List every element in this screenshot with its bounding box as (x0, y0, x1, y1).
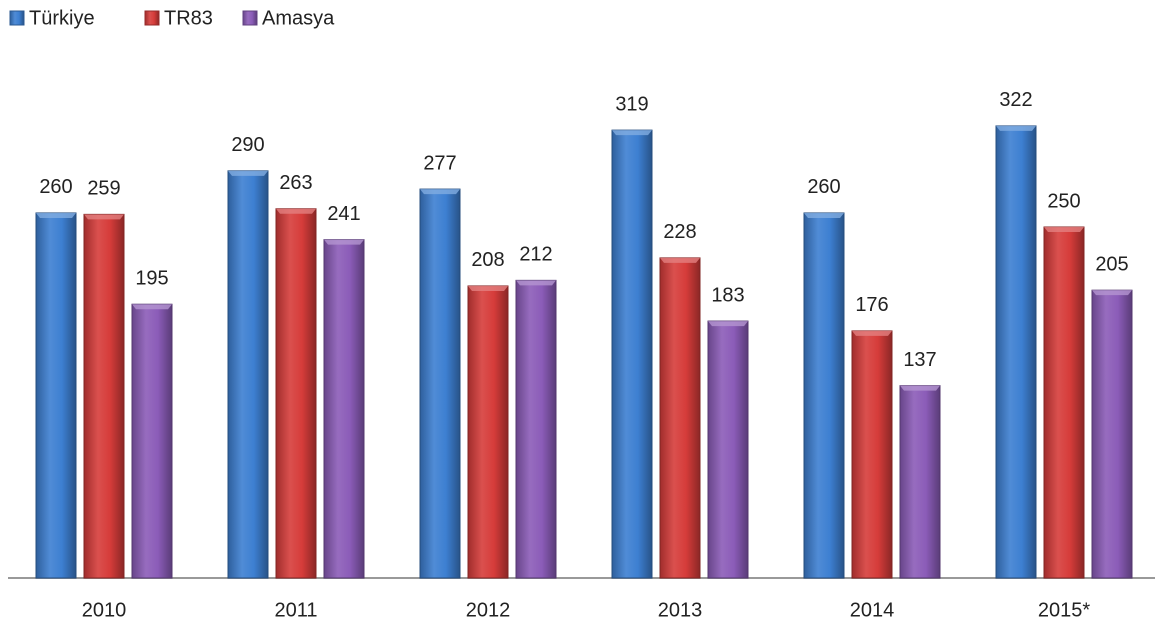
bar (1043, 226, 1085, 579)
bar-bevel (804, 212, 844, 218)
legend-label: TR83 (164, 7, 213, 29)
bar-bevel (228, 170, 268, 176)
bar-bevel (468, 285, 508, 291)
data-label: 212 (519, 244, 552, 266)
x-tick-label: 2010 (82, 599, 127, 621)
bar (851, 330, 893, 579)
data-label: 205 (1095, 253, 1128, 275)
bar (707, 320, 749, 579)
bar (275, 208, 317, 579)
bar (995, 125, 1037, 579)
data-label: 290 (231, 134, 264, 156)
x-tick-label: 2015* (1038, 599, 1090, 621)
bar-bevel (660, 257, 700, 263)
bar-bevel (420, 189, 460, 195)
bar-bevel (324, 239, 364, 245)
data-label: 263 (279, 172, 312, 194)
bar (35, 212, 77, 579)
data-label: 322 (999, 89, 1032, 111)
bar (467, 285, 509, 579)
bar-bevel (852, 330, 892, 336)
bar-bevel (708, 321, 748, 327)
x-tick-label: 2014 (850, 599, 895, 621)
data-label: 259 (87, 178, 120, 200)
legend-swatch (242, 10, 258, 26)
data-label: 183 (711, 284, 744, 306)
bar-bevel (132, 304, 172, 310)
bar (227, 170, 269, 579)
data-label: 260 (807, 176, 840, 198)
bar (803, 212, 845, 579)
bar-bevel (36, 212, 76, 218)
data-label: 208 (471, 249, 504, 271)
data-label: 260 (39, 176, 72, 198)
bar-bevel (996, 125, 1036, 131)
bar-bevel (900, 385, 940, 391)
bar-bevel (84, 214, 124, 220)
bar (131, 303, 173, 579)
data-label: 319 (615, 93, 648, 115)
data-label: 241 (327, 203, 360, 225)
bar (323, 239, 365, 579)
data-label: 250 (1047, 190, 1080, 212)
data-label: 277 (423, 152, 456, 174)
x-tick-label: 2012 (466, 599, 511, 621)
bar (419, 188, 461, 579)
data-label: 228 (663, 221, 696, 243)
legend-label: Amasya (262, 7, 335, 29)
legend-label: Türkiye (29, 7, 95, 29)
data-label: 176 (855, 294, 888, 316)
legend-swatch (144, 10, 160, 26)
bar (515, 279, 557, 579)
bar (659, 257, 701, 579)
bar (611, 129, 653, 579)
bar-bevel (1092, 290, 1132, 296)
bar (83, 213, 125, 579)
bar-bevel (1044, 227, 1084, 232)
x-tick-label: 2011 (274, 599, 317, 621)
bar-bevel (612, 130, 652, 136)
bar-bevel (516, 280, 556, 286)
bar (899, 385, 941, 579)
bar (1091, 289, 1133, 579)
data-label: 137 (903, 349, 936, 371)
data-label: 195 (135, 268, 168, 290)
legend-swatch (9, 10, 25, 26)
x-tick-label: 2013 (658, 599, 703, 621)
bar-bevel (276, 208, 316, 214)
